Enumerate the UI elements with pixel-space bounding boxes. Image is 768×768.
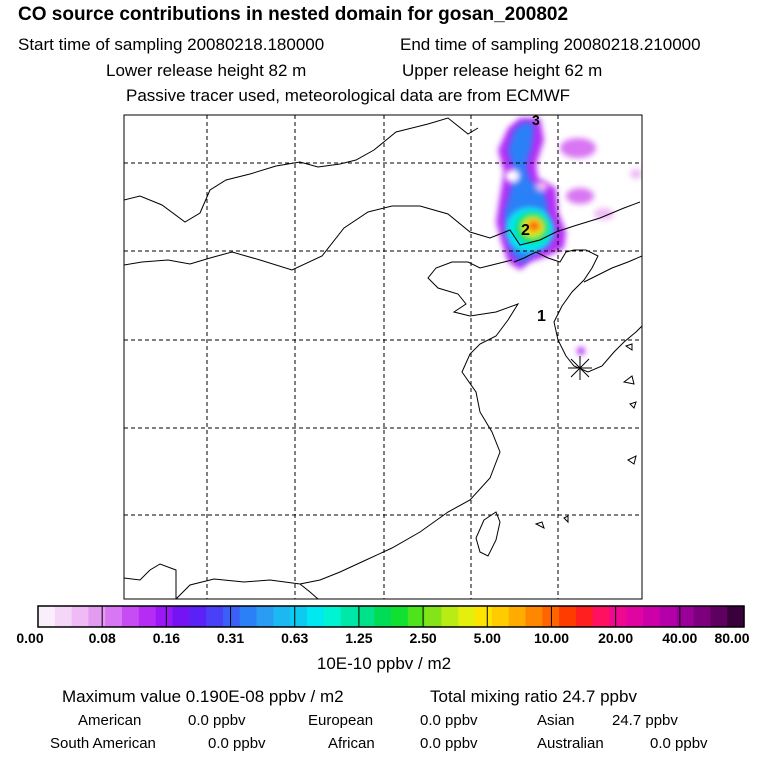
colorbar-swatch bbox=[491, 606, 510, 627]
colorbar bbox=[38, 606, 745, 627]
colorbar-tick-label: 0.00 bbox=[16, 630, 44, 646]
colorbar-swatch bbox=[273, 606, 291, 627]
region-african-name: African bbox=[328, 735, 375, 752]
colorbar-tick-label: 0.16 bbox=[152, 630, 181, 646]
colorbar-swatch bbox=[306, 606, 325, 627]
marker-3: 3 bbox=[532, 112, 540, 128]
colorbar-swatch bbox=[206, 606, 224, 627]
colorbar-swatch bbox=[441, 606, 459, 627]
region-australian-name: Australian bbox=[537, 735, 604, 752]
upper-release-label: Upper release height 62 m bbox=[402, 61, 603, 80]
colorbar-swatch bbox=[239, 606, 258, 627]
colorbar-swatch bbox=[559, 606, 577, 627]
colorbar-tick-label: 0.63 bbox=[281, 630, 309, 646]
colorbar-swatch bbox=[693, 606, 711, 627]
region-south-american-value: 0.0 ppbv bbox=[208, 735, 266, 752]
region-american-value: 0.0 ppbv bbox=[188, 712, 246, 729]
colorbar-unit: 10E-10 ppbv / m2 bbox=[316, 654, 452, 673]
map-coastlines bbox=[124, 117, 642, 599]
region-asian-name: Asian bbox=[537, 712, 575, 729]
tracer-note: Passive tracer used, meteorological data… bbox=[126, 86, 571, 105]
marker-1: 1 bbox=[537, 308, 546, 325]
colorbar-tick-label: 20.00 bbox=[598, 630, 634, 646]
colorbar-swatch bbox=[138, 606, 157, 627]
region-south-american-name: South American bbox=[50, 735, 156, 752]
colorbar-swatch bbox=[38, 606, 56, 627]
colorbar-tick-label: 2.50 bbox=[409, 630, 437, 646]
colorbar-swatch bbox=[592, 606, 611, 627]
colorbar-tick-label: 10.00 bbox=[533, 630, 570, 646]
colorbar-swatch bbox=[525, 606, 543, 627]
map-border bbox=[123, 114, 643, 600]
max-value-label: Maximum value 0.190E-08 ppbv / m2 bbox=[62, 687, 344, 706]
region-european-value: 0.0 ppbv bbox=[420, 712, 478, 729]
colorbar-swatch bbox=[172, 606, 190, 627]
colorbar-tick-label: 0.08 bbox=[88, 630, 116, 646]
map-gridlines bbox=[124, 115, 642, 599]
colorbar-swatch bbox=[643, 606, 661, 627]
sampling-end-label: End time of sampling 20080218.210000 bbox=[400, 35, 701, 54]
colorbar-swatch bbox=[290, 606, 308, 627]
colorbar-swatch bbox=[508, 606, 527, 627]
colorbar-swatch bbox=[323, 606, 342, 627]
total-mixing-ratio-label: Total mixing ratio 24.7 ppbv bbox=[430, 687, 637, 706]
sampling-start-label: Start time of sampling 20080218.180000 bbox=[18, 35, 325, 54]
lower-release-label: Lower release height 82 m bbox=[106, 61, 307, 80]
colorbar-swatch bbox=[391, 606, 409, 627]
colorbar-swatch bbox=[676, 606, 695, 627]
colorbar-swatch bbox=[340, 606, 358, 627]
colorbar-tick-label: 40.00 bbox=[662, 630, 698, 646]
colorbar-swatch bbox=[407, 606, 426, 627]
colorbar-swatch bbox=[727, 606, 745, 627]
colorbar-swatch bbox=[374, 606, 392, 627]
concentration-plume bbox=[496, 118, 642, 355]
region-african-value: 0.0 ppbv bbox=[420, 735, 478, 752]
colorbar-swatch bbox=[54, 606, 73, 627]
colorbar-swatch bbox=[357, 606, 375, 627]
map-area: 1 2 3 bbox=[124, 112, 642, 599]
colorbar-swatch bbox=[222, 606, 241, 627]
colorbar-swatch bbox=[626, 606, 644, 627]
colorbar-border bbox=[37, 605, 745, 628]
colorbar-swatch bbox=[105, 606, 123, 627]
plume-core bbox=[516, 213, 548, 243]
colorbar-tick-label: 1.25 bbox=[345, 630, 373, 646]
colorbar-swatch bbox=[256, 606, 274, 627]
colorbar-tick-label: 0.31 bbox=[216, 630, 245, 646]
region-european-name: European bbox=[308, 712, 374, 729]
region-american-name: American bbox=[78, 712, 142, 729]
colorbar-swatch bbox=[475, 606, 493, 627]
colorbar-swatch bbox=[71, 606, 90, 627]
region-asian-value: 24.7 ppbv bbox=[612, 712, 678, 729]
marker-2: 2 bbox=[521, 222, 530, 239]
region-australian-value: 0.0 ppbv bbox=[650, 735, 708, 752]
colorbar-swatch bbox=[424, 606, 443, 627]
receptor-star-marker bbox=[568, 356, 592, 380]
colorbar-swatch bbox=[659, 606, 678, 627]
colorbar-swatch bbox=[575, 606, 594, 627]
colorbar-swatch bbox=[710, 606, 728, 627]
colorbar-swatch bbox=[458, 606, 476, 627]
colorbar-swatch bbox=[88, 606, 106, 627]
page-title: CO source contributions in nested domain… bbox=[18, 4, 569, 25]
colorbar-swatch bbox=[609, 606, 627, 627]
colorbar-swatch bbox=[122, 606, 140, 627]
colorbar-tick-label: 5.00 bbox=[473, 630, 501, 646]
colorbar-swatch bbox=[189, 606, 207, 627]
colorbar-swatch bbox=[155, 606, 174, 627]
colorbar-tick-label: 80.00 bbox=[714, 630, 750, 646]
